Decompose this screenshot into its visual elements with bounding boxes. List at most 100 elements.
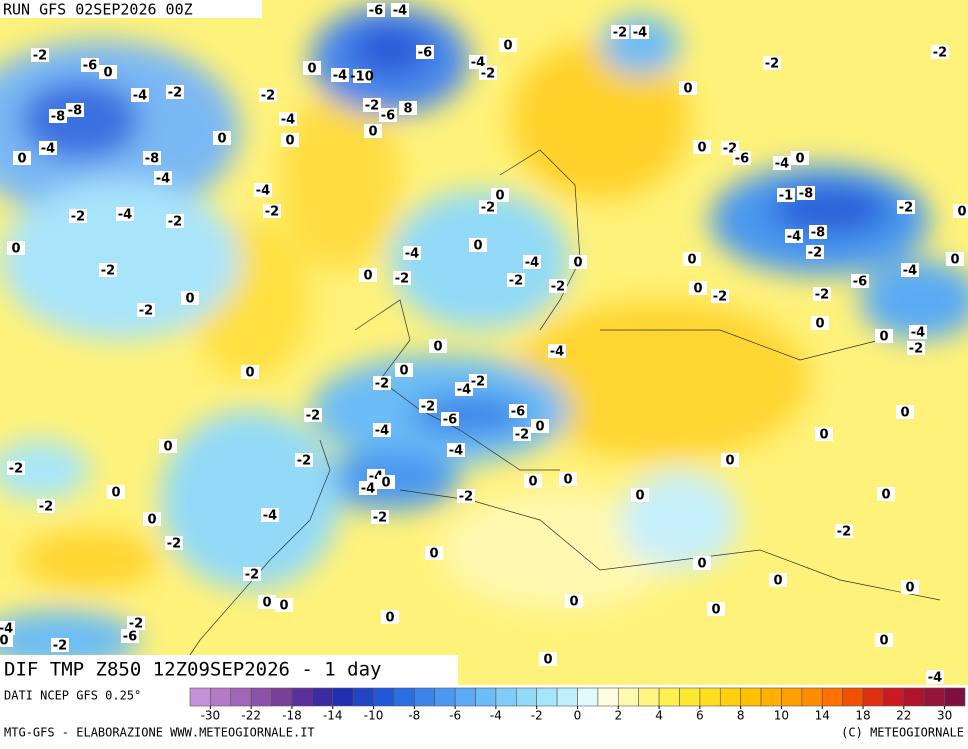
contour-label: -2: [459, 490, 473, 505]
label-box: [791, 151, 809, 165]
contour-label: -4: [156, 172, 170, 187]
label-box: [479, 200, 497, 214]
label-box: [559, 472, 577, 486]
colorbar-label: -18: [282, 709, 302, 723]
label-box: [66, 103, 84, 117]
contour-label: -2: [375, 377, 389, 392]
colorbar-label: 30: [937, 709, 952, 723]
contour-label: -4: [457, 383, 471, 398]
map-title: DIF TMP Z850 12Z09SEP2026 - 1 day: [4, 659, 382, 681]
label-box: [683, 252, 701, 266]
contour-label: 0: [495, 189, 504, 204]
contour-label: -2: [471, 375, 485, 390]
label-box: [377, 475, 395, 489]
contour-label: -4: [263, 509, 277, 524]
colorbar-label: -4: [490, 709, 502, 723]
contour-label: -4: [633, 26, 647, 41]
color-swatch: [597, 687, 619, 707]
label-box: [181, 291, 199, 305]
label-box: [99, 263, 117, 277]
contour-label: -2: [245, 568, 259, 583]
label-box: [51, 638, 69, 652]
contour-label: -4: [0, 622, 13, 637]
label-box: [399, 101, 417, 115]
label-box: [909, 325, 927, 339]
contour-label: -2: [808, 246, 822, 261]
label-box: [901, 263, 919, 277]
contour-label: -6: [735, 152, 749, 167]
color-swatch: [801, 687, 823, 707]
colorbar-label: -22: [241, 709, 261, 723]
contour-label: -10: [350, 70, 374, 85]
contour-label: -4: [405, 247, 419, 262]
contour-label: -6: [123, 630, 137, 645]
contour-label: -2: [899, 201, 913, 216]
contour-label: -1: [779, 189, 793, 204]
contour-label: 0: [687, 253, 696, 268]
label-box: [159, 439, 177, 453]
contour-label: 0: [795, 152, 804, 167]
label-box: [154, 171, 172, 185]
label-box: [509, 404, 527, 418]
contour-label: -4: [550, 345, 564, 360]
label-box: [303, 61, 321, 75]
label-box: [897, 200, 915, 214]
colorbar-label: -2: [531, 709, 543, 723]
contour-label: -8: [799, 187, 813, 202]
contour-label: 0: [381, 476, 390, 491]
label-box: [631, 25, 649, 39]
colorbar-label: -30: [201, 709, 221, 723]
contour-label: 0: [543, 653, 552, 668]
contour-label: 0: [711, 603, 720, 618]
label-box: [569, 255, 587, 269]
label-box: [304, 408, 322, 422]
color-swatch: [944, 687, 966, 707]
label-box: [379, 108, 397, 122]
label-box: [367, 3, 385, 17]
credit-text: MTG-GFS - ELABORAZIONE WWW.METEOGIORNALE…: [4, 726, 315, 740]
color-swatch: [454, 687, 476, 707]
contour-label: 0: [697, 141, 706, 156]
label-box: [39, 141, 57, 155]
label-box: [631, 488, 649, 502]
contour-label: -8: [68, 104, 82, 119]
label-box: [763, 56, 781, 70]
label-box: [281, 133, 299, 147]
label-box: [165, 536, 183, 550]
color-swatch: [740, 687, 762, 707]
label-box: [363, 98, 381, 112]
contour-label: -4: [903, 264, 917, 279]
label-box: [263, 204, 281, 218]
label-box: [143, 512, 161, 526]
color-swatch: [516, 687, 538, 707]
contour-label: 0: [879, 330, 888, 345]
label-box: [851, 274, 869, 288]
contour-label: -4: [375, 424, 389, 439]
colorbar-label: 6: [696, 709, 704, 723]
contour-label: 0: [950, 253, 959, 268]
contour-label: -2: [168, 215, 182, 230]
colorbar-label: 8: [737, 709, 745, 723]
label-box: [491, 188, 509, 202]
colorbar-label: -14: [323, 709, 343, 723]
contour-label: 0: [563, 473, 572, 488]
contour-label: -2: [509, 274, 523, 289]
color-swatch: [781, 687, 803, 707]
label-box: [693, 140, 711, 154]
label-box: [403, 246, 421, 260]
contour-label: 0: [245, 366, 254, 381]
color-swatch: [250, 687, 272, 707]
contour-label: -2: [101, 264, 115, 279]
color-swatch: [475, 687, 497, 707]
colorbar-label: 0: [574, 709, 582, 723]
contour-label: -2: [395, 272, 409, 287]
colorbar-label: 18: [855, 709, 870, 723]
label-box: [901, 580, 919, 594]
label-box: [507, 273, 525, 287]
label-box: [7, 241, 25, 255]
colorbar-label: 22: [896, 709, 911, 723]
contour-label: -2: [481, 67, 495, 82]
label-box: [469, 55, 487, 69]
label-box: [395, 363, 413, 377]
label-box: [353, 69, 371, 83]
